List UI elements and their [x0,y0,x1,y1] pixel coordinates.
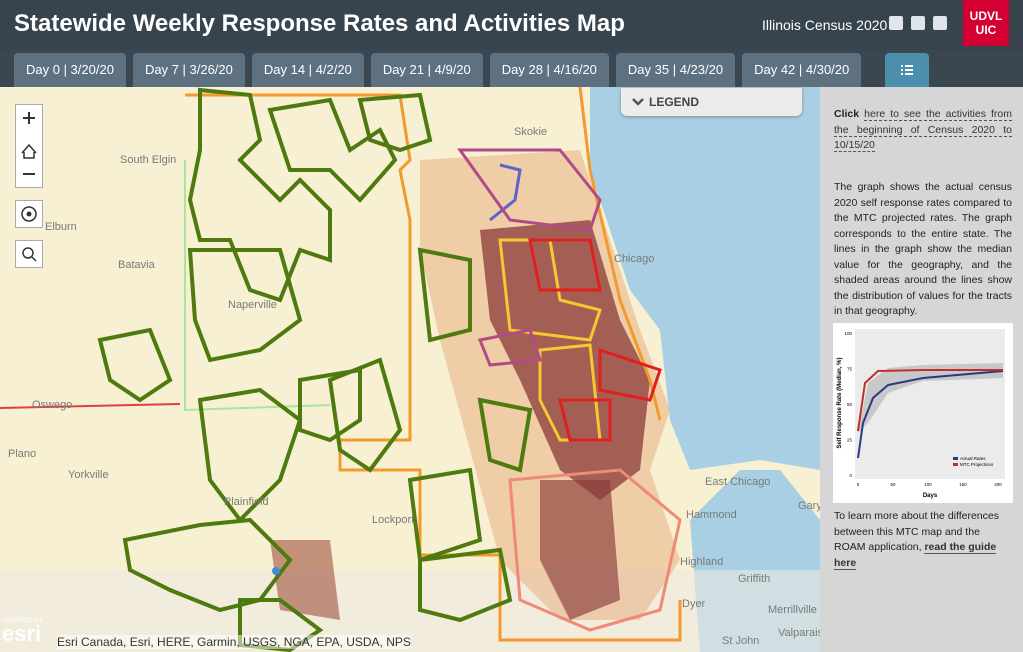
place-label: East Chicago [705,476,770,488]
place-label: Griffith [738,573,770,585]
header: Statewide Weekly Response Rates and Acti… [0,0,1023,50]
click-prefix: Click [834,108,860,120]
inset-y-tick: 75 [847,367,853,372]
day-tab[interactable]: Day 42 | 4/30/20 [742,53,862,87]
place-label: Yorkville [68,469,109,481]
zoom-icons [21,112,37,175]
place-label: Lockport [372,514,414,526]
inset-y-label: Self Response Rate (Median, %) [837,357,843,448]
green-outlines [97,87,533,652]
legend-label: LEGEND [649,95,700,109]
locate-button[interactable] [15,200,43,228]
inset-y-tick: 0 [849,473,852,478]
list-icon [901,65,913,75]
inset-y-tick: 50 [847,402,853,407]
tab-bar: Day 0 | 3/20/20 Day 7 | 3/26/20 Day 14 | 4… [14,53,862,87]
map[interactable]: Skokie South Elgin Elburn Batavia Naperville… [0,87,820,652]
zoom-controls [15,104,43,188]
click-paragraph: Click here to see the activities from th… [834,107,1012,154]
day-tab[interactable]: Day 7 | 3/26/20 [132,53,245,87]
place-label: Valparaiso [778,627,820,639]
day-tab[interactable]: Day 35 | 4/23/20 [615,53,736,87]
inset-x-tick: 0 [857,482,860,487]
logo-top: UDVL [969,9,1003,23]
sidebar: Click here to see the activities from th… [820,87,1023,652]
inset-legend-actual: Actual Rates [960,456,986,461]
legend-toggle[interactable]: LEGEND [621,88,802,116]
place-labels: Skokie South Elgin Elburn Batavia Naperville… [8,126,820,647]
inset-x-tick: 100 [924,482,932,487]
attribution: Esri Canada, Esri, HERE, Garmin, USGS, N… [57,635,411,649]
place-label: South Elgin [120,154,176,166]
twitter-icon[interactable] [911,16,925,30]
inset-chart: 0 25 50 75 100 0 50 100 150 200 Self Response Ra… [833,323,1013,503]
activities-link[interactable]: here to see the activities from the begi… [834,108,1012,152]
place-label: Oswego [32,399,72,411]
logo[interactable]: UDVL UIC [963,0,1009,46]
inset-x-ticks: 0 50 100 150 200 [857,482,1003,487]
day-tab[interactable]: Day 14 | 4/2/20 [251,53,364,87]
esri-logo: POWERED BY esri [2,618,43,646]
place-label: Chicago [614,253,654,265]
place-label: Batavia [118,259,156,271]
inset-y-tick: 25 [847,438,853,443]
inset-x-label: Days [923,493,938,499]
place-label: Skokie [514,126,547,138]
guide-prefix: To learn more about the differences betw… [834,510,999,553]
place-label: Plainfield [224,496,269,508]
home[interactable] [21,143,37,159]
inset-x-tick: 150 [959,482,967,487]
place-label: Highland [680,556,723,568]
chevron [632,98,644,106]
day-tab[interactable]: Day 0 | 3/20/20 [14,53,126,87]
locate-icon [21,206,37,222]
place-label: Gary [798,500,820,512]
app-title: Statewide Weekly Response Rates and Acti… [14,10,625,37]
guide-paragraph: To learn more about the differences betw… [834,509,1012,571]
inset-x-tick: 200 [994,482,1002,487]
site-label: Illinois Census 2020 [762,17,888,33]
search-icon [22,247,37,262]
search-button[interactable] [15,240,43,268]
place-label: Plano [8,448,36,460]
inset-legend-mtc: MTC Projections [960,462,994,467]
zoom-in[interactable] [23,112,35,124]
guide-link[interactable]: read the guide here [834,541,997,570]
place-label: Merrillville [768,604,817,616]
description: The graph shows the actual census 2020 s… [834,181,1012,317]
inset-x-tick: 50 [890,482,896,487]
place-label: Dyer [682,598,706,610]
place-label: Elburn [45,221,77,233]
inset-y-ticks: 0 25 50 75 100 [844,331,852,478]
social-links [889,16,947,30]
link-icon[interactable] [933,16,947,30]
place-label: Naperville [228,299,277,311]
day-tab[interactable]: Day 28 | 4/16/20 [489,53,609,87]
inset-y-tick: 100 [844,331,852,336]
place-label: St John [722,635,759,647]
esri-text: esri [2,621,42,646]
logo-bottom: UIC [975,23,997,37]
facebook-icon[interactable] [889,16,903,30]
powered-by: POWERED BY [2,618,43,624]
list-tab[interactable] [885,53,929,87]
place-label: Hammond [686,509,737,521]
day-tab[interactable]: Day 21 | 4/9/20 [370,53,483,87]
